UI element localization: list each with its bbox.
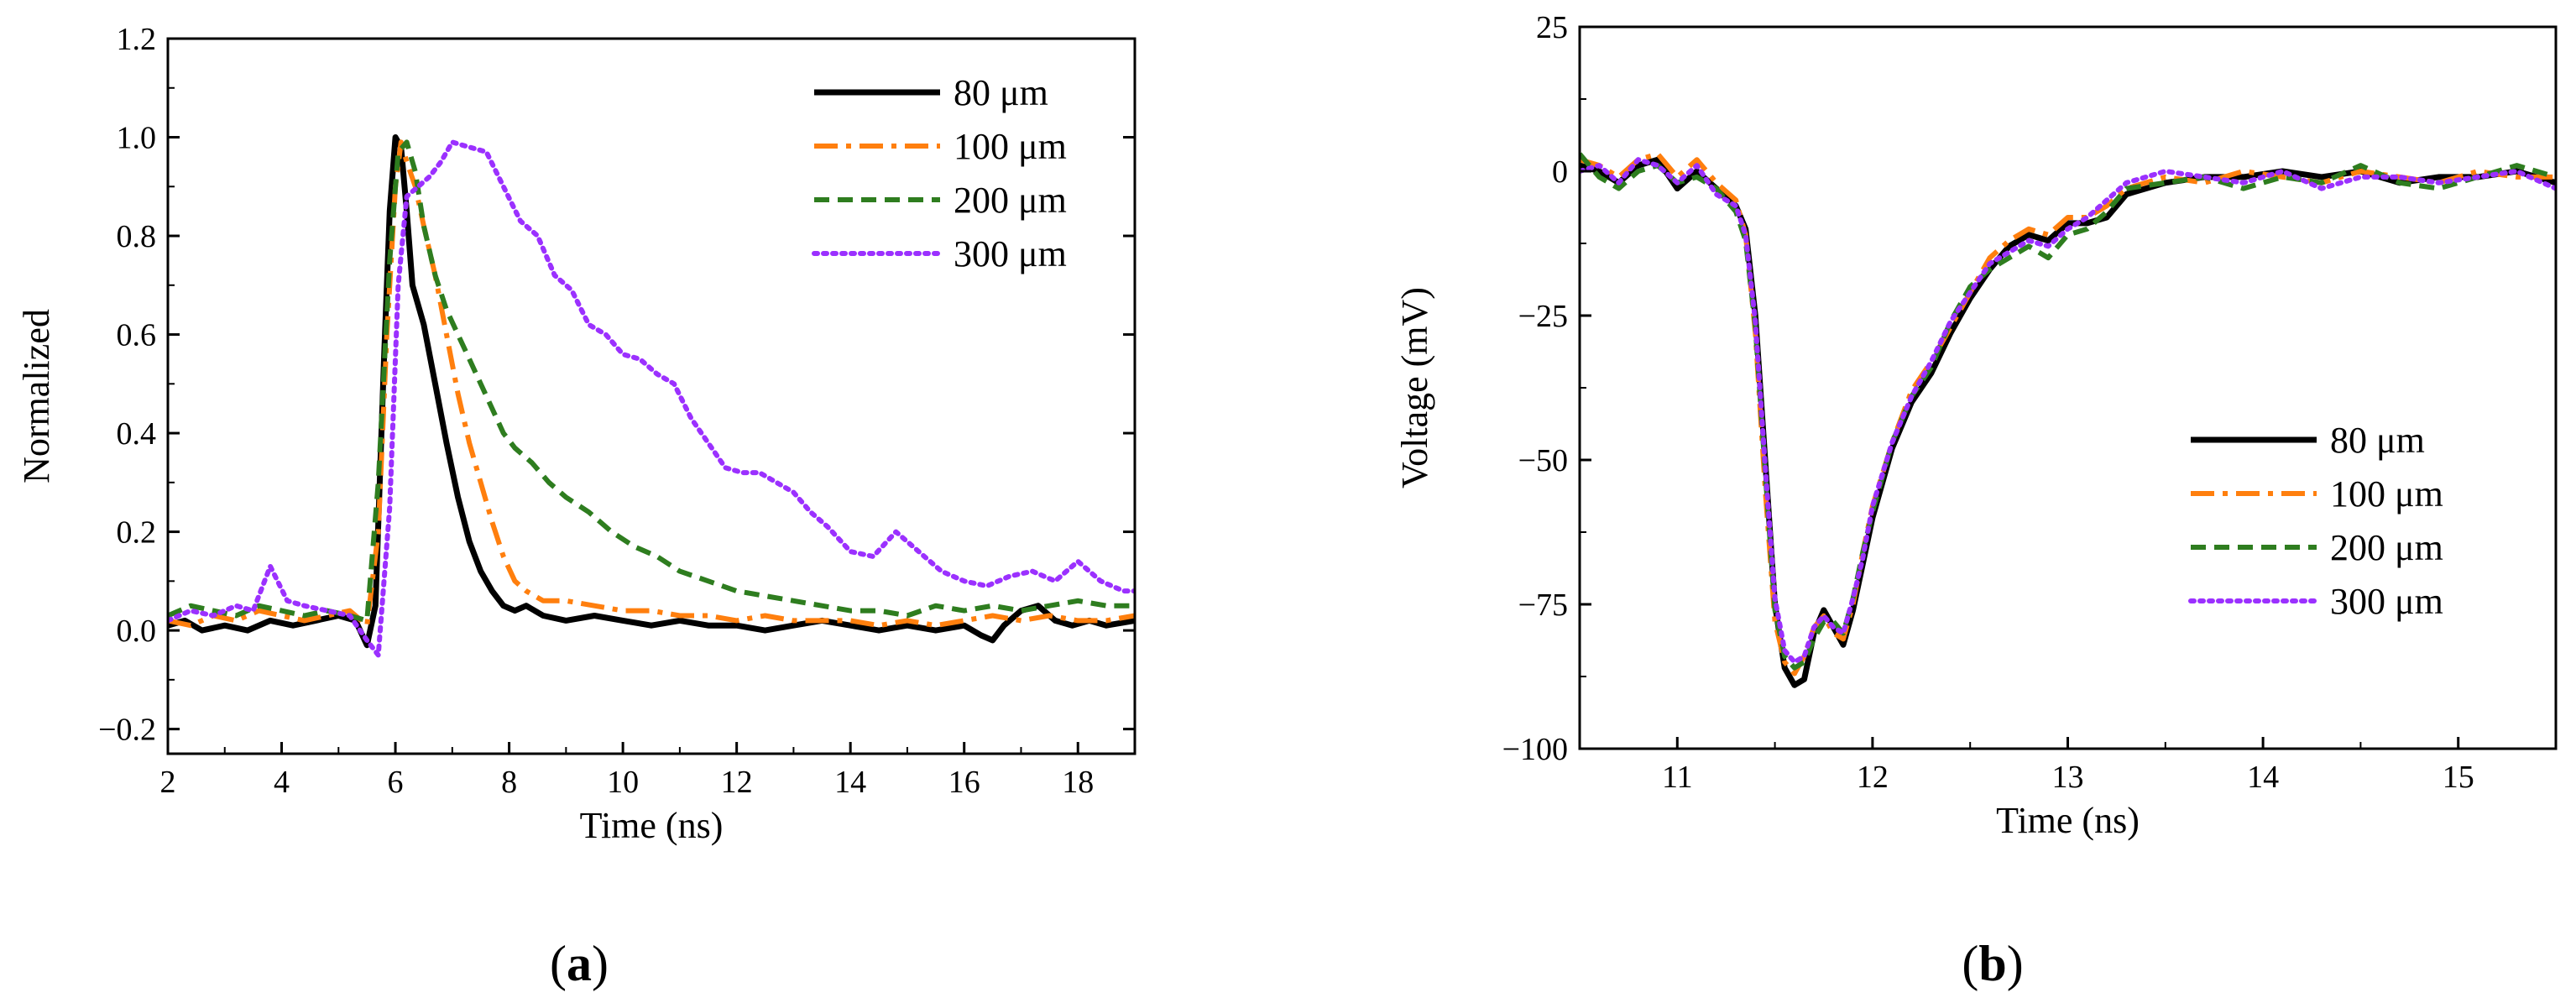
x-tick-label-a-0: 2 (160, 765, 176, 800)
x-tick-label-a-4: 10 (607, 765, 639, 800)
legend-label-b-0: 80 μm (2330, 420, 2425, 461)
x-axis-title-a: Time (ns) (580, 805, 724, 846)
y-tick-label-b-2: −50 (1518, 443, 1568, 478)
y-tick-label-b-0: −100 (1502, 732, 1568, 767)
panel-b-label: (b) (1962, 936, 2023, 991)
legend-label-b-3: 300 μm (2330, 581, 2443, 622)
x-tick-label-b-4: 15 (2443, 760, 2474, 795)
series-line-a-3 (168, 139, 1135, 658)
y-tick-label-a-2: 0.2 (117, 515, 157, 551)
y-tick-label-a-5: 0.8 (117, 219, 157, 254)
legend-b: 80 μm 100 μm 200 μm 300 μm (2188, 420, 2443, 622)
panel-a-label: (a) (550, 936, 609, 991)
y-tick-label-a-1: 0.0 (117, 614, 157, 649)
series-line-a-2 (168, 139, 1135, 624)
y-tick-label-a-6: 1.0 (117, 121, 157, 156)
plot-frame-b (1578, 25, 2558, 750)
panel-b-chart: 11 12 13 14 15 −100 −75 −50 −25 0 25 Time (ns) Volta… (1394, 10, 2558, 841)
series-line-b-1 (1580, 151, 2556, 677)
x-tick-label-a-7: 16 (948, 765, 980, 800)
series-line-a-0 (168, 134, 1135, 649)
panel-a-chart: 2 4 6 8 10 12 14 16 18 −0.2 0.0 0.2 0.4 0.6 0.8 1.0 1.2 T… (16, 22, 1136, 846)
legend-label-a-1: 100 μm (954, 126, 1067, 167)
x-tick-label-a-1: 4 (274, 765, 290, 800)
series-line-b-3 (1580, 157, 2556, 665)
y-tick-label-b-1: −75 (1518, 588, 1568, 623)
y-tick-label-b-4: 0 (1552, 154, 1568, 190)
y-tick-label-a-3: 0.4 (117, 416, 157, 452)
legend-label-a-3: 300 μm (954, 233, 1067, 274)
y-axis-title-b: Voltage (mV) (1394, 287, 1435, 488)
y-tick-label-b-3: −25 (1518, 299, 1568, 334)
y-tick-label-a-0: −0.2 (98, 713, 156, 748)
series-line-a-1 (168, 139, 1135, 629)
x-tick-label-b-2: 13 (2052, 760, 2084, 795)
plot-frame-a (166, 37, 1136, 755)
x-axis-title-b: Time (ns) (1996, 800, 2140, 841)
y-tick-label-a-4: 0.6 (117, 318, 157, 353)
x-tick-label-a-8: 18 (1062, 765, 1094, 800)
y-axis-title-a: Normalized (16, 309, 57, 483)
x-tick-label-b-0: 11 (1662, 760, 1693, 795)
x-tick-label-a-2: 6 (388, 765, 404, 800)
x-tick-label-b-3: 14 (2247, 760, 2279, 795)
legend-label-a-2: 200 μm (954, 180, 1067, 221)
legend-label-b-2: 200 μm (2330, 527, 2443, 568)
y-tick-label-a-7: 1.2 (117, 22, 157, 57)
x-tick-label-a-6: 14 (834, 765, 866, 800)
x-tick-label-b-1: 12 (1857, 760, 1889, 795)
x-tick-label-a-3: 8 (501, 765, 517, 800)
legend-label-a-0: 80 μm (954, 72, 1048, 113)
y-tick-label-b-5: 25 (1536, 10, 1568, 45)
x-tick-label-a-5: 12 (721, 765, 753, 800)
legend-a: 80 μm 100 μm 200 μm 300 μm (812, 72, 1067, 274)
legend-label-b-1: 100 μm (2330, 473, 2443, 515)
